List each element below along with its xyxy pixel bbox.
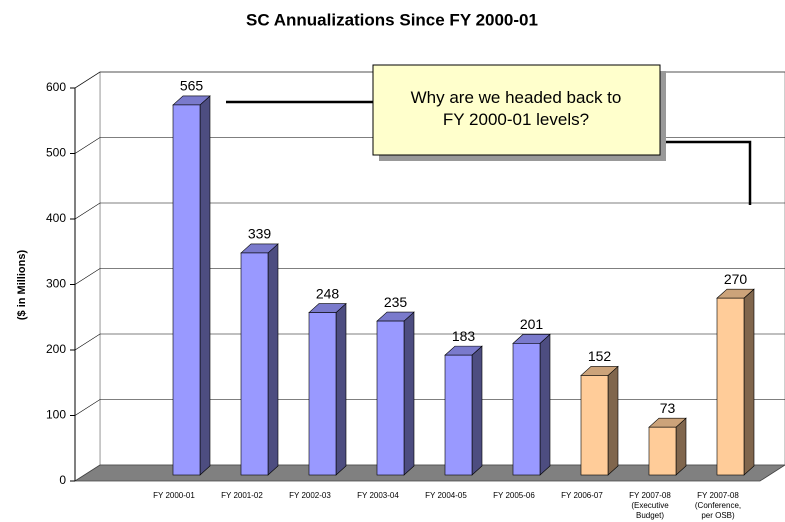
chart-title: SC Annualizations Since FY 2000-01 [246, 10, 538, 29]
bar-side [743, 288, 755, 476]
bar [716, 288, 755, 476]
bar-side [403, 311, 415, 476]
x-tick-label: FY 2006-07 [561, 491, 603, 500]
bar-front [240, 252, 269, 476]
x-tick-label: FY 2001-02 [221, 491, 263, 500]
bar [444, 345, 483, 476]
y-tick-label: 300 [46, 277, 66, 291]
grid-line [74, 268, 785, 285]
x-tick-label: FY 2005-06 [493, 491, 535, 500]
bar-side [335, 302, 347, 476]
grid-line [74, 202, 785, 220]
value-label: 183 [452, 328, 476, 344]
value-label: 235 [384, 294, 408, 310]
x-tick-label: FY 2007-08 (Conference, per OSB) [695, 491, 741, 520]
bar-front [512, 343, 541, 476]
x-tick-label: FY 2004-05 [425, 491, 467, 500]
value-label: 339 [248, 226, 272, 242]
bar-front [648, 426, 677, 476]
bar-front [376, 320, 405, 476]
bar [308, 302, 347, 476]
y-axis-label: ($ in Millions) [16, 250, 28, 321]
bar-side [675, 417, 687, 476]
value-label: 152 [588, 348, 612, 364]
value-label: 248 [316, 285, 340, 301]
bar-front [444, 354, 473, 476]
x-tick-label: FY 2002-03 [289, 491, 331, 500]
bar [240, 243, 279, 476]
bar-front [580, 375, 609, 476]
bar-side [267, 243, 279, 476]
x-tick-label: FY 2000-01 [153, 491, 195, 500]
y-tick-label: 200 [46, 342, 66, 356]
bar [648, 417, 687, 476]
x-tick-label: FY 2007-08 (Executive Budget) [629, 491, 671, 520]
annotation: Why are we headed back to FY 2000-01 leve… [226, 64, 752, 205]
y-tick-label: 600 [46, 80, 66, 94]
value-label: 565 [180, 78, 204, 94]
y-tick-label: 0 [59, 473, 66, 487]
bar-side [199, 95, 211, 476]
y-tick-label: 500 [46, 146, 66, 160]
grid-line [74, 399, 785, 416]
annotation-box [372, 64, 661, 156]
grid-line [74, 333, 785, 351]
bar [376, 311, 415, 476]
y-tick-label: 100 [46, 408, 66, 422]
y-tick-label: 400 [46, 211, 66, 225]
x-tick-label: FY 2003-04 [357, 491, 399, 500]
annotation-text: Why are we headed back to FY 2000-01 leve… [411, 88, 622, 129]
bar-front [172, 104, 201, 476]
bar-front [716, 297, 745, 476]
value-label: 73 [660, 400, 676, 416]
bar [512, 333, 551, 476]
bar [580, 365, 619, 476]
connector [660, 140, 752, 205]
bar-side [471, 345, 483, 476]
bar-side [607, 365, 619, 476]
value-label: 270 [724, 271, 748, 287]
value-label: 201 [520, 316, 544, 332]
bar-front [308, 312, 337, 476]
bar-side [539, 333, 551, 476]
bar [172, 95, 211, 476]
